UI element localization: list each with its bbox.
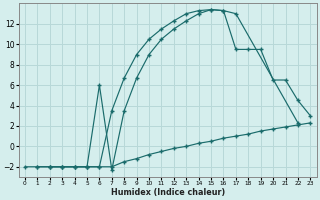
- X-axis label: Humidex (Indice chaleur): Humidex (Indice chaleur): [110, 188, 225, 197]
